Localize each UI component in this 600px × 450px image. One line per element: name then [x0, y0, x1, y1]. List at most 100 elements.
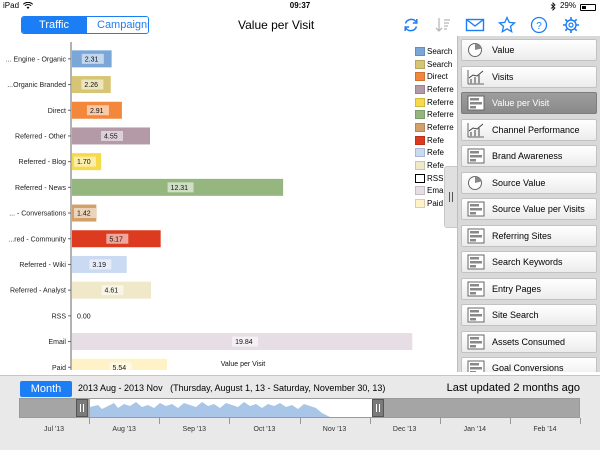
legend-label: Refe	[427, 161, 444, 171]
line-chart-icon	[467, 69, 484, 84]
value-label-bg	[232, 336, 259, 347]
date-range-panel: Month 2013 Aug - 2013 Nov (Thursday, Aug…	[0, 375, 600, 450]
report-item-label: Value per Visit	[492, 98, 550, 108]
timeline-scrubber[interactable]	[19, 398, 580, 418]
report-item-brand-awareness[interactable]: Brand Awareness	[461, 145, 597, 167]
value-label: 2.91	[90, 108, 104, 115]
bar-chart-icon	[467, 307, 485, 323]
refresh-button[interactable]	[400, 15, 422, 35]
value-label-bg	[89, 259, 112, 270]
report-item-label: Assets Consumed	[492, 336, 566, 347]
menu-drag-handle[interactable]	[444, 166, 458, 228]
legend-swatch	[415, 173, 425, 183]
favorite-button[interactable]	[496, 15, 518, 35]
timeline-tick	[299, 418, 301, 424]
tab-traffic[interactable]: Traffic	[22, 17, 86, 33]
value-label: 2.26	[84, 82, 98, 89]
tab-campaigns[interactable]: Campaigns	[86, 17, 148, 33]
report-menu: Value Visits Value per Visit Channel Perfor…	[457, 36, 600, 372]
timeline-start-handle[interactable]	[76, 399, 88, 417]
legend-label: Refe	[427, 135, 444, 145]
timeline-month-label: Dec '13	[392, 426, 417, 433]
category-label: ...Organic Branded	[7, 82, 66, 89]
value-label-bg	[101, 130, 124, 141]
value-label: 1.70	[77, 159, 91, 166]
report-item-value[interactable]: Value	[461, 39, 597, 61]
help-button[interactable]: ?	[528, 15, 550, 35]
report-item-search-keywords[interactable]: Search Keywords	[461, 251, 597, 273]
status-left: iPad	[3, 0, 34, 12]
timeline-tick	[439, 418, 441, 424]
legend-label: Referre	[427, 110, 454, 120]
value-label: 4.61	[105, 288, 119, 295]
legend-item: Paid	[415, 197, 457, 210]
settings-button[interactable]	[560, 15, 582, 35]
star-icon	[498, 16, 516, 34]
report-item-goal-conversions[interactable]: Goal Conversions	[461, 357, 597, 372]
value-per-visit-chart: ... Engine - Organic 2.31 ...Organic Brand…	[0, 40, 455, 370]
bluetooth-icon	[550, 1, 556, 11]
report-item-visits[interactable]: Visits	[461, 65, 597, 88]
value-label-bg	[106, 233, 129, 244]
page-title: Value per Visit	[238, 18, 315, 32]
timeline-month-label: Jul '13	[44, 426, 65, 433]
report-item-channel-performance[interactable]: Channel Performance	[461, 118, 597, 141]
legend-label: Ema	[427, 186, 444, 196]
report-item-label: Brand Awareness	[492, 151, 563, 161]
legend-item: Referre	[415, 83, 457, 96]
legend-swatch	[415, 186, 425, 196]
legend-swatch	[415, 46, 425, 56]
timeline-tick	[580, 418, 581, 424]
category-label: Referred - Other	[15, 133, 67, 140]
legend-swatch	[415, 199, 425, 209]
legend-swatch	[415, 110, 425, 120]
legend-swatch	[415, 161, 425, 171]
timeline-month-label: Oct '13	[253, 426, 276, 433]
report-item-site-search[interactable]: Site Search	[461, 304, 597, 326]
value-label: 5.17	[109, 236, 123, 243]
category-label: Direct	[48, 108, 66, 115]
timeline-tick	[229, 418, 231, 424]
toolbar-actions: ?	[400, 15, 582, 35]
timeline-tick	[159, 418, 161, 424]
line-chart-icon	[467, 122, 484, 137]
value-label: 5.54	[113, 365, 127, 370]
timeline-selected-window[interactable]	[90, 399, 380, 417]
bar-chart-icon	[467, 95, 485, 111]
report-item-label: Search Keywords	[492, 257, 563, 267]
status-time: 09:37	[289, 1, 311, 10]
device-name: iPad	[3, 1, 20, 10]
period-month-button[interactable]: Month	[20, 381, 72, 397]
date-range-detail: (Thursday, August 1, 13 - Saturday, Nove…	[170, 383, 386, 393]
battery-percent: 29%	[559, 1, 576, 10]
category-label: Email	[48, 339, 66, 346]
value-label-bg	[74, 208, 96, 219]
report-item-entry-pages[interactable]: Entry Pages	[461, 277, 597, 300]
report-item-assets-consumed[interactable]: Assets Consumed	[461, 330, 597, 353]
report-item-label: Source Value	[492, 177, 546, 188]
report-item-label: Goal Conversions	[492, 363, 564, 372]
legend-label: Search	[427, 46, 453, 56]
sort-button[interactable]	[432, 15, 454, 35]
report-item-referring-sites[interactable]: Referring Sites	[461, 224, 597, 247]
report-item-source-value[interactable]: Source Value	[461, 171, 597, 194]
report-item-source-value-per-visits[interactable]: Source Value per Visits	[461, 198, 597, 220]
pie-chart-icon	[468, 175, 482, 190]
bar-chart-icon	[467, 360, 485, 372]
timeline-end-handle[interactable]	[372, 399, 384, 417]
legend-label: Referre	[427, 84, 454, 94]
report-item-label: Channel Performance	[492, 124, 580, 135]
value-label-bg	[74, 156, 96, 167]
value-label: 4.55	[104, 133, 118, 140]
legend-item: Refe	[415, 134, 457, 147]
email-button[interactable]	[464, 15, 486, 35]
legend-item: Direct	[415, 70, 457, 83]
legend-item: Search	[415, 45, 457, 58]
value-label-bg	[81, 79, 104, 90]
value-label-bg	[109, 362, 132, 370]
legend-label: Referre	[427, 122, 454, 132]
bar-chart-icon	[467, 334, 485, 349]
report-item-value-per-visit[interactable]: Value per Visit	[461, 92, 597, 114]
pie-chart-icon	[468, 43, 482, 57]
report-item-label: Referring Sites	[492, 230, 552, 241]
